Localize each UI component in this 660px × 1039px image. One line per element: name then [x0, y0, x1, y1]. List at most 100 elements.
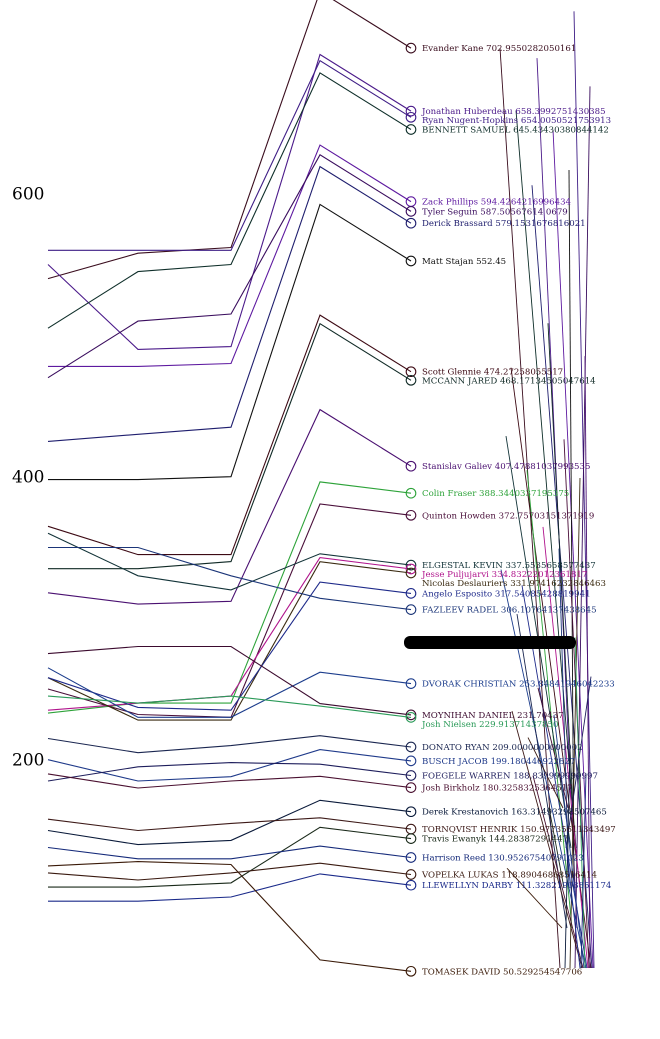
series-end-marker [405, 366, 417, 378]
series-end-marker [405, 965, 417, 977]
series-label: DONATO RYAN 209.0000000000002 [422, 743, 583, 753]
series-label: Derek Krestanovich 163.31493298507465 [422, 808, 607, 818]
series-label: Derick Brassard 579.1531676816021 [422, 219, 586, 229]
crossing-line [532, 775, 584, 969]
series-line [48, 873, 412, 902]
series-line [47, 581, 412, 711]
series-end-marker [405, 559, 417, 571]
series-line [47, 735, 412, 754]
series-label: Josh Birkholz 180.3258325364517 [421, 784, 573, 794]
series-label: Angelo Esposito 317.54085428819941 [421, 589, 591, 599]
series-line [47, 762, 412, 782]
series-line [47, 561, 412, 721]
series-line [47, 799, 412, 846]
series-label: Evander Kane 702.9550282050161 [422, 44, 576, 54]
series-label: Travis Ewanyk 144.28387291447 [422, 835, 568, 845]
series-line [47, 408, 412, 605]
y-axis-ticks: 200 400 600 [12, 185, 44, 771]
series-label: Harrison Reed 130.95267540791023 [422, 854, 584, 864]
series-end-marker [405, 111, 417, 123]
series-line [48, 546, 412, 611]
series-labels: Evander Kane 702.9550282050161 Jonathan H… [421, 44, 616, 977]
crossing-line [548, 807, 565, 889]
series-end-marker [405, 782, 417, 793]
series-end-marker [405, 255, 417, 267]
series-end-marker [405, 374, 417, 386]
series-line [47, 695, 412, 718]
crossing-line [568, 170, 575, 889]
series-label: MOYNIHAN DANIEL 231.70437 [422, 711, 564, 721]
series-end-marker [405, 567, 417, 579]
series-end-marker [405, 509, 417, 521]
crossing-line [564, 835, 581, 969]
series-line [47, 53, 412, 350]
series-end-marker [405, 588, 417, 599]
series-line [47, 861, 412, 972]
crossing-line [574, 637, 586, 969]
crossing-line [569, 478, 581, 969]
crossing-line [542, 526, 589, 969]
series-line [47, 557, 412, 711]
series-line [48, 144, 412, 367]
series-end-marker [405, 124, 417, 135]
series-end-marker [405, 105, 417, 117]
series-label: Zack Phillips 594.4264216996434 [422, 198, 572, 208]
series-end-marker [405, 833, 417, 844]
series-line [47, 165, 412, 442]
crossing-line [547, 323, 574, 809]
crossing-line [558, 548, 570, 889]
crossing-line [553, 714, 585, 969]
series-end-marker [405, 709, 417, 721]
series-end-marker [405, 852, 417, 863]
series-line [48, 322, 412, 570]
crossing-line [574, 86, 591, 969]
y-tick-label: 600 [12, 185, 44, 205]
series-end-marker [405, 770, 417, 781]
redaction-bar [404, 636, 576, 649]
series-line [47, 72, 412, 329]
crossing-line [565, 676, 592, 849]
series-line [47, 503, 412, 718]
series-end-marker [405, 678, 417, 689]
series-end-marker [405, 755, 417, 767]
series-label: DVORAK CHRISTIAN 253.84841946042233 [422, 680, 615, 690]
series-label: Quinton Howden 372.75703151371919 [422, 511, 594, 521]
series-label: Matt Stajan 552.45 [422, 257, 506, 267]
y-tick-label: 400 [12, 468, 44, 488]
series-line [48, 826, 412, 888]
series-label: BUSCH JACOB 199.180446922827 [422, 757, 575, 767]
series-label: Jesse Puljujarvi 334.83222012361817 [421, 570, 587, 580]
series-line [47, 817, 412, 832]
series-end-marker [405, 879, 417, 891]
series-label: TOMASEK DAVID 50.529254547706 [422, 967, 582, 977]
crossing-line [531, 185, 593, 969]
series-label: Scott Glennie 474.27258055517 [422, 368, 563, 378]
y-tick-label: 200 [12, 751, 44, 771]
series-end-marker [405, 563, 417, 575]
crossing-line [563, 439, 590, 969]
series-end-marker [405, 217, 417, 229]
series-end-marker [405, 806, 417, 818]
series-end-markers [405, 42, 417, 977]
series-label: MCCANN JARED 468.17134505047614 [422, 377, 596, 387]
series-line [47, 532, 412, 591]
series-line [47, 314, 412, 556]
crossing-line [580, 773, 587, 969]
series-end-marker [405, 487, 417, 499]
series-label: Stanislav Galiev 407.47881037993535 [422, 462, 590, 472]
series-end-marker [405, 712, 417, 723]
series-label: FAZLEEV RADEL 306.10764137438645 [422, 606, 597, 616]
series-label: LLEWELLYN DARBY 111.32821903851174 [422, 881, 612, 891]
series-label: Ryan Nugent-Hopkins 654.0050521753913 [422, 116, 611, 126]
series-label: TORNQVIST HENRIK 150.97735611343497 [422, 825, 616, 835]
series-line [47, 645, 412, 716]
crossing-line [552, 129, 594, 969]
series-label: Tyler Seguin 587.50567614 0679 [422, 207, 568, 217]
series-end-marker [405, 206, 417, 217]
series-label: Jonathan Huberdeau 658.3992751430385 [421, 107, 606, 117]
crossing-line [515, 110, 577, 849]
crossing-line [526, 470, 573, 929]
series-end-marker [405, 42, 417, 54]
